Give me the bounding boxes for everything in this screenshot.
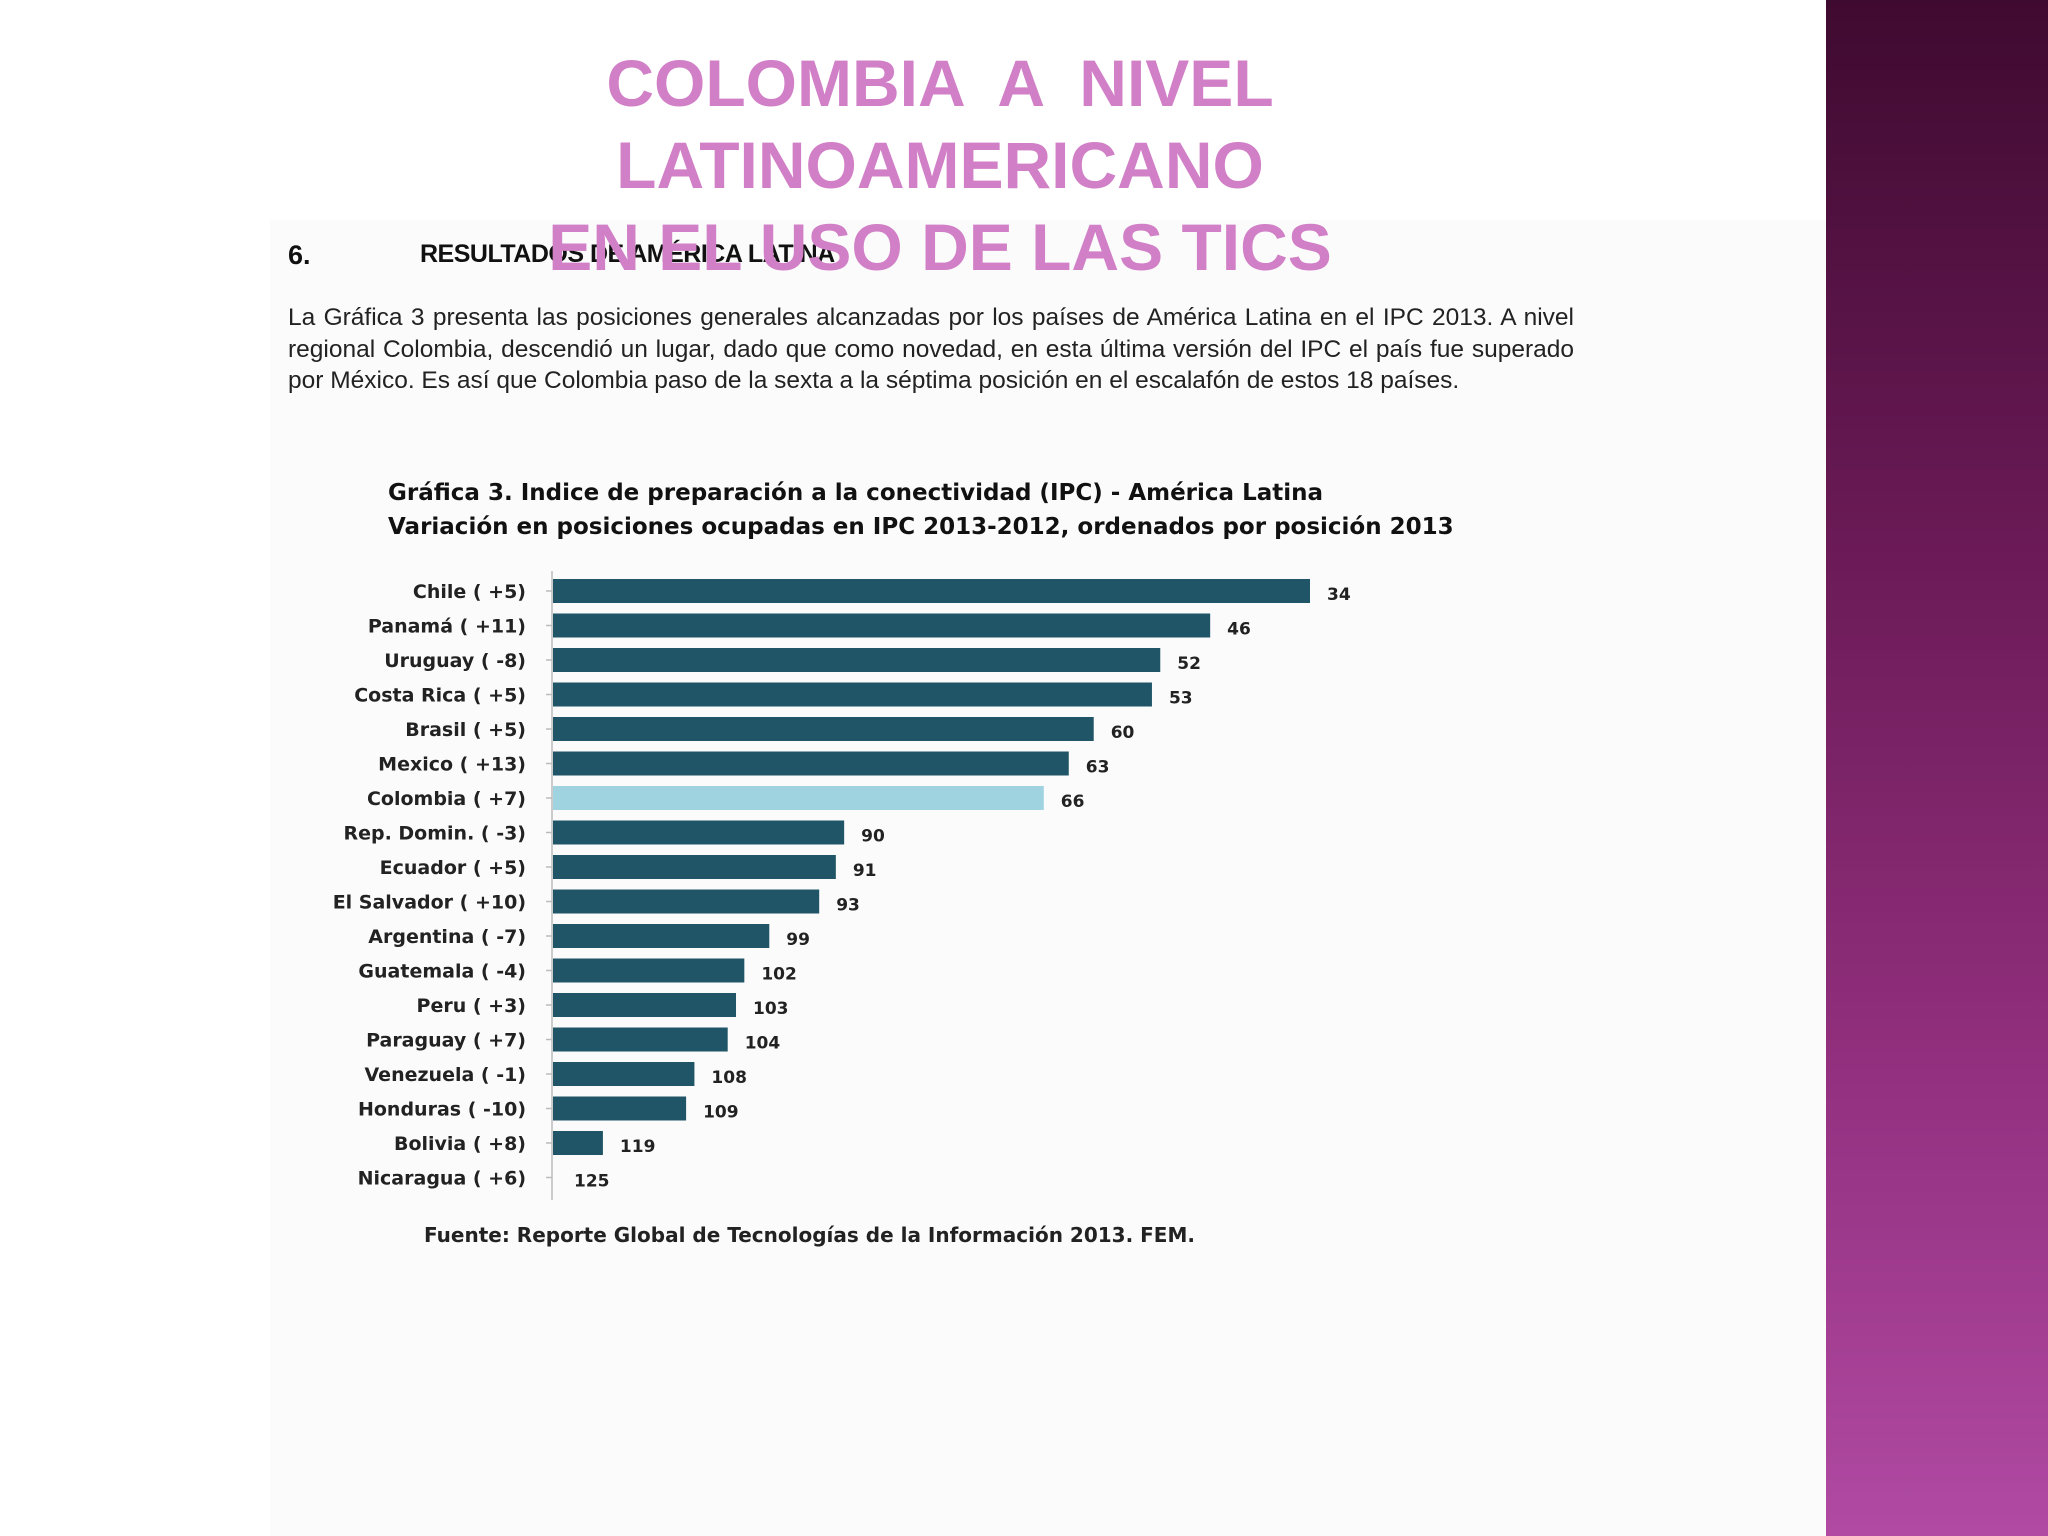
- data-label: 53: [1169, 689, 1193, 709]
- data-label: 46: [1227, 620, 1251, 640]
- data-label: 125: [574, 1172, 610, 1192]
- chart-heading: Gráfica 3. Indice de preparación a la co…: [388, 476, 1508, 544]
- category-label: Mexico ( +13): [378, 754, 526, 776]
- chart-subtitle: Variación en posiciones ocupadas en IPC …: [388, 514, 1454, 540]
- bar: [553, 682, 1152, 707]
- data-label: 63: [1086, 758, 1110, 778]
- decorative-side-band: [1826, 0, 2048, 1536]
- category-label: Venezuela ( -1): [365, 1064, 526, 1086]
- category-label: Peru ( +3): [417, 995, 526, 1017]
- chart-source: Fuente: Reporte Global de Tecnologías de…: [424, 1223, 1195, 1247]
- data-label: 108: [711, 1068, 747, 1088]
- data-label: 119: [620, 1137, 656, 1157]
- category-label: Uruguay ( -8): [384, 650, 526, 672]
- data-label: 102: [761, 965, 797, 985]
- category-label: Guatemala ( -4): [358, 961, 526, 983]
- slide-title-line-2: LATINOAMERICANO: [616, 128, 1264, 202]
- data-label: 93: [836, 896, 860, 916]
- data-label: 109: [703, 1103, 739, 1123]
- data-label: 52: [1177, 654, 1201, 674]
- category-label: Panamá ( +11): [368, 616, 526, 638]
- bar: [553, 751, 1069, 776]
- bar: [553, 579, 1310, 603]
- category-label: Ecuador ( +5): [380, 857, 526, 879]
- category-label: Colombia ( +7): [367, 788, 526, 810]
- data-label: 90: [861, 827, 885, 847]
- category-label: Nicaragua ( +6): [358, 1168, 526, 1190]
- bar: [553, 648, 1161, 672]
- bar: [553, 855, 836, 879]
- category-label: Costa Rica ( +5): [354, 685, 526, 707]
- category-label: Paraguay ( +7): [366, 1030, 526, 1052]
- data-label: 103: [753, 999, 789, 1019]
- category-label: Rep. Domin. ( -3): [343, 823, 526, 845]
- slide-title: COLOMBIA A NIVEL LATINOAMERICANO EN EL USO…: [520, 42, 1360, 288]
- chart-title: Gráfica 3. Indice de preparación a la co…: [388, 480, 1324, 506]
- category-label: Brasil ( +5): [405, 719, 526, 741]
- bar: [553, 1131, 603, 1155]
- intro-paragraph: La Gráfica 3 presenta las posiciones gen…: [288, 304, 1574, 394]
- bar: [553, 889, 820, 914]
- data-label: 104: [745, 1034, 781, 1054]
- category-label: Chile ( +5): [413, 581, 526, 603]
- section-number: 6.: [288, 240, 311, 270]
- bar: [553, 993, 737, 1017]
- bar: [553, 1062, 695, 1086]
- bar: [553, 717, 1094, 741]
- bar: [553, 1027, 728, 1052]
- slide-title-line-3: EN EL USO DE LAS TICS: [548, 210, 1332, 284]
- data-label: 66: [1061, 792, 1085, 812]
- bar-highlight: [553, 786, 1044, 810]
- bar: [553, 613, 1211, 638]
- data-label: 91: [853, 861, 877, 881]
- category-label: El Salvador ( +10): [333, 892, 526, 914]
- data-label: 99: [786, 930, 810, 950]
- ranking-bar-chart: Chile ( +5) 34 Panamá ( +11) 46 Uruguay ( -8…: [333, 571, 1351, 1200]
- category-label: Bolivia ( +8): [394, 1133, 526, 1155]
- bar: [553, 958, 745, 983]
- category-label: Argentina ( -7): [368, 926, 526, 948]
- slide-title-line-1: COLOMBIA A NIVEL: [606, 46, 1274, 120]
- section-title: RESULTADOS DE AMÉRICA LATINA: [420, 240, 835, 268]
- data-label: 34: [1327, 585, 1351, 605]
- document-scan: [270, 220, 1827, 1536]
- bar: [553, 924, 770, 948]
- bar: [553, 820, 845, 845]
- category-label: Honduras ( -10): [358, 1099, 526, 1121]
- bar: [553, 1096, 687, 1121]
- data-label: 60: [1111, 723, 1135, 743]
